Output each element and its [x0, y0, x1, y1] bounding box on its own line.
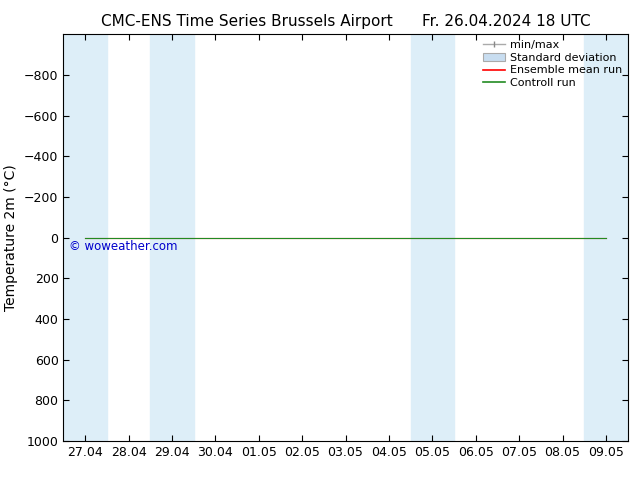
Bar [411, 34, 454, 441]
Y-axis label: Temperature 2m (°C): Temperature 2m (°C) [4, 164, 18, 311]
Text: © woweather.com: © woweather.com [69, 240, 178, 253]
Legend: min/max, Standard deviation, Ensemble mean run, Controll run: min/max, Standard deviation, Ensemble me… [481, 38, 624, 91]
Bar [63, 34, 107, 441]
Title: CMC-ENS Time Series Brussels Airport      Fr. 26.04.2024 18 UTC: CMC-ENS Time Series Brussels Airport Fr.… [101, 14, 590, 29]
Bar [585, 34, 628, 441]
Bar [150, 34, 193, 441]
